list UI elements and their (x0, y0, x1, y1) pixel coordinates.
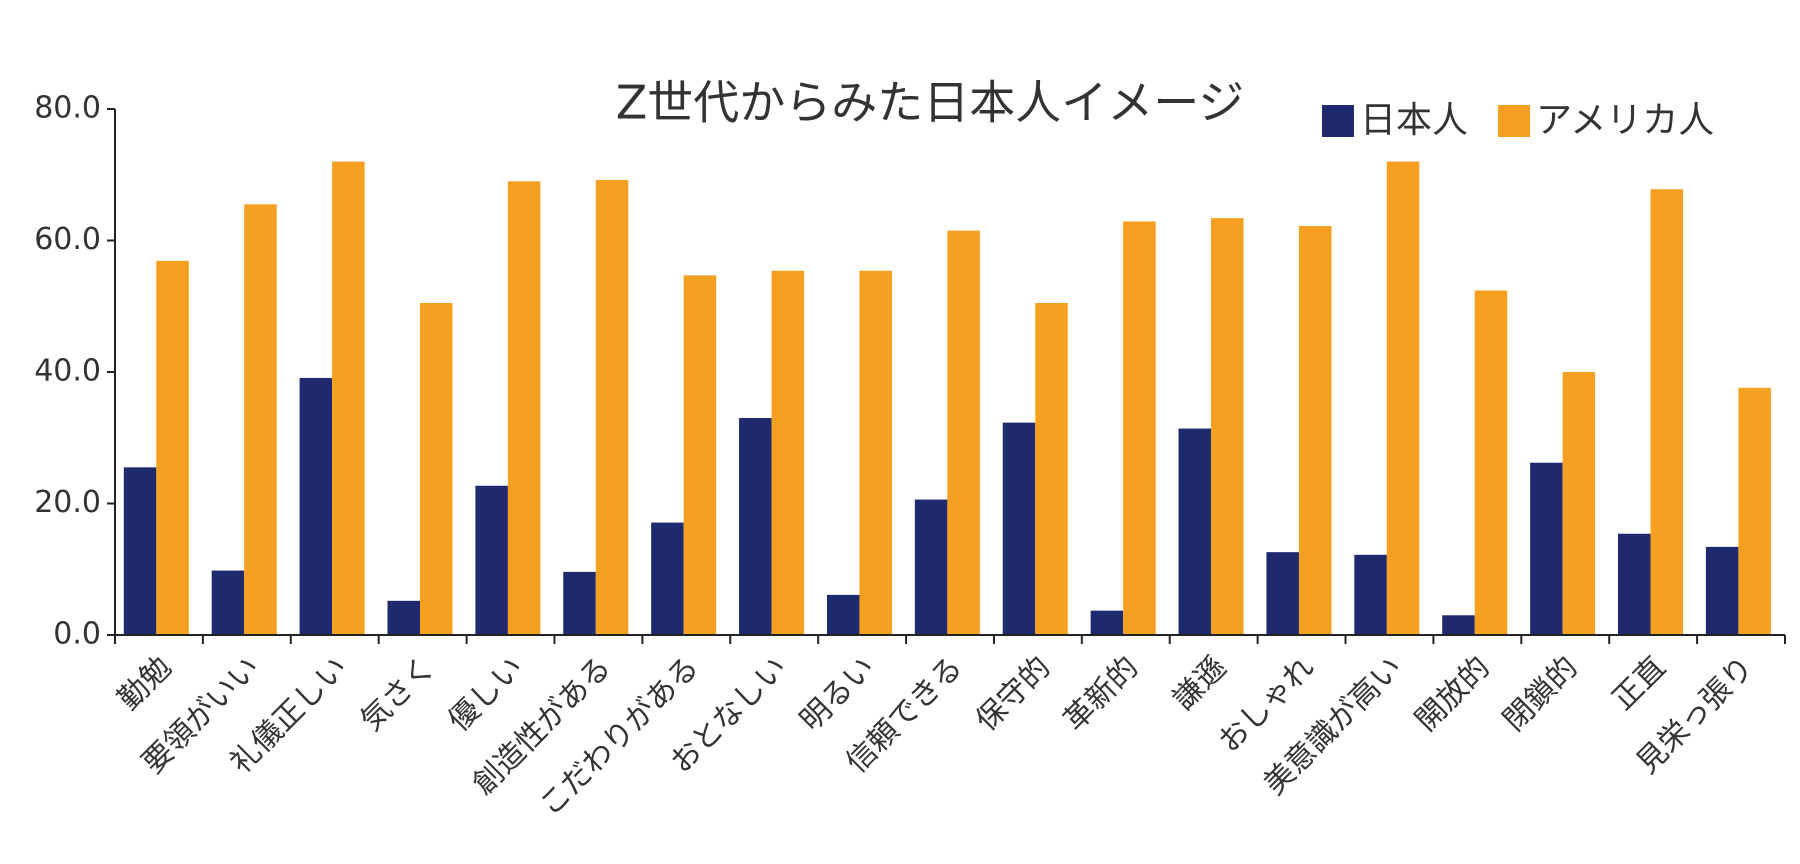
x-tick-label: 勤勉 (111, 650, 178, 717)
bar (914, 499, 948, 635)
y-tick-label: 0.0 (53, 617, 101, 652)
bar (1354, 554, 1387, 635)
bar (1562, 372, 1596, 635)
x-tick-label: 保守的 (969, 650, 1057, 738)
bar (1442, 615, 1475, 635)
bar (1002, 422, 1036, 635)
bar (244, 204, 277, 635)
bar (475, 485, 508, 635)
bar (595, 180, 629, 635)
bar (1211, 218, 1244, 635)
legend-swatch (1322, 105, 1354, 137)
x-tick-label: 正直 (1606, 650, 1673, 717)
bar (1090, 610, 1124, 635)
bar (947, 230, 980, 635)
chart-title: Z世代からみた日本人イメージ (616, 76, 1245, 130)
bar (123, 467, 157, 635)
x-tick-label: こだわりがある (533, 650, 706, 823)
bar (859, 270, 892, 635)
bar (1650, 189, 1684, 635)
bar (156, 260, 189, 635)
bar (1298, 226, 1332, 635)
legend-label: アメリカ人 (1536, 100, 1714, 141)
x-tick-label: 気さく (354, 650, 442, 738)
legend-label: 日本人 (1360, 100, 1468, 141)
y-tick-label: 60.0 (34, 222, 101, 257)
y-tick-label: 40.0 (34, 354, 101, 389)
bar (419, 302, 453, 635)
y-tick-label: 20.0 (34, 485, 101, 520)
bar (1035, 302, 1068, 635)
bar (1474, 290, 1508, 635)
bar (1266, 552, 1299, 635)
bar (387, 600, 420, 635)
bar (299, 377, 333, 635)
bar (771, 270, 805, 635)
bar (826, 594, 860, 635)
bar (211, 570, 245, 635)
bar (1530, 462, 1563, 635)
bar (1738, 387, 1771, 635)
bar (507, 181, 541, 635)
legend-swatch (1498, 105, 1531, 137)
bar (1178, 428, 1212, 635)
bar (1386, 161, 1420, 635)
x-tick-label: 開放的 (1409, 650, 1497, 738)
bar (651, 522, 684, 635)
x-tick-label: 革新的 (1057, 650, 1145, 738)
bar (563, 571, 596, 635)
bar (1705, 546, 1739, 635)
x-tick-label: 閉鎖的 (1497, 650, 1585, 738)
bar (739, 418, 772, 635)
x-tick-label: 謙遜 (1166, 650, 1233, 717)
bar (1618, 533, 1651, 635)
bar (1123, 221, 1156, 635)
bar (683, 275, 717, 635)
bar (332, 161, 365, 635)
y-tick-label: 80.0 (34, 91, 101, 126)
